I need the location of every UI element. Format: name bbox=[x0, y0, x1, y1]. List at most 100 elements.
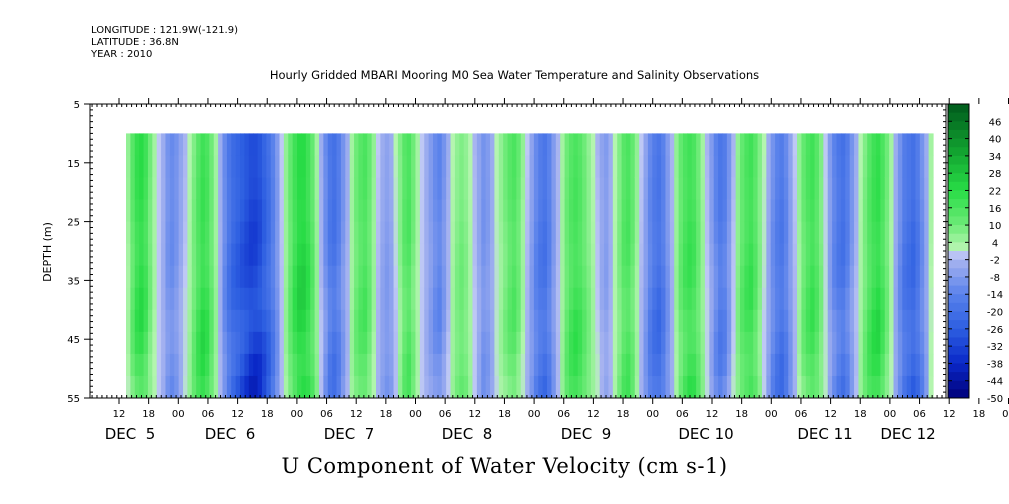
heat-cell bbox=[547, 375, 553, 398]
heat-cell bbox=[928, 199, 934, 223]
heat-cell bbox=[143, 353, 149, 377]
heat-cell bbox=[332, 331, 338, 355]
heat-cell bbox=[174, 221, 180, 245]
heat-cell bbox=[643, 265, 649, 289]
heat-cell bbox=[783, 287, 789, 311]
heat-cell bbox=[555, 155, 561, 179]
heat-cell bbox=[564, 177, 570, 201]
heat-cell bbox=[178, 331, 184, 355]
heat-cell bbox=[665, 243, 671, 267]
heat-cell bbox=[257, 155, 263, 179]
heat-cell bbox=[411, 133, 417, 157]
heat-cell bbox=[349, 375, 355, 398]
heat-cell bbox=[327, 353, 333, 377]
heat-cell bbox=[248, 309, 254, 333]
x-day-label: DEC 7 bbox=[324, 425, 375, 443]
heat-cell bbox=[498, 155, 504, 179]
heat-cell bbox=[380, 243, 386, 267]
colorbar-swatch bbox=[948, 121, 969, 131]
heat-cell bbox=[625, 177, 631, 201]
heat-cell bbox=[503, 331, 509, 355]
heat-cell bbox=[367, 309, 373, 333]
heat-cell bbox=[235, 243, 241, 267]
heat-cell bbox=[691, 331, 697, 355]
heat-cell bbox=[200, 309, 206, 333]
heat-cell bbox=[323, 331, 329, 355]
heat-cell bbox=[525, 199, 531, 223]
heat-cell bbox=[647, 287, 653, 311]
heat-cell bbox=[871, 133, 877, 157]
heat-cell bbox=[704, 265, 710, 289]
heat-cell bbox=[608, 133, 614, 157]
heat-cell bbox=[218, 353, 224, 377]
heat-cell bbox=[323, 265, 329, 289]
heat-cell bbox=[740, 375, 746, 398]
heat-cell bbox=[384, 199, 390, 223]
heat-cell bbox=[573, 375, 579, 398]
heat-cell bbox=[520, 353, 526, 377]
heat-cell bbox=[582, 221, 588, 245]
heat-cell bbox=[893, 353, 899, 377]
heat-cell bbox=[669, 133, 675, 157]
heat-cell bbox=[476, 265, 482, 289]
heat-cell bbox=[840, 243, 846, 267]
heat-cell bbox=[490, 309, 496, 333]
heat-cell bbox=[687, 309, 693, 333]
heat-cell bbox=[810, 353, 816, 377]
heat-cell bbox=[494, 243, 500, 267]
heat-cell bbox=[871, 221, 877, 245]
heat-cell bbox=[696, 287, 702, 311]
heat-cell bbox=[849, 221, 855, 245]
heat-cell bbox=[143, 265, 149, 289]
heat-cell bbox=[433, 309, 438, 333]
heat-cell bbox=[564, 309, 570, 333]
heat-cell bbox=[779, 287, 785, 311]
heat-cell bbox=[704, 177, 710, 201]
heat-cell bbox=[305, 155, 311, 179]
heat-cell bbox=[402, 243, 408, 267]
heat-cell bbox=[292, 155, 298, 179]
heat-cell bbox=[590, 331, 596, 355]
heat-cell bbox=[533, 133, 539, 157]
heat-cell bbox=[801, 309, 807, 333]
heat-cell bbox=[503, 243, 509, 267]
heat-cell bbox=[520, 221, 526, 245]
heat-cell bbox=[805, 155, 811, 179]
heat-cell bbox=[183, 221, 189, 245]
heat-cell bbox=[797, 331, 803, 355]
heat-cell bbox=[810, 331, 816, 355]
colorbar-swatch bbox=[948, 259, 969, 269]
heat-cell bbox=[691, 309, 697, 333]
heat-cell bbox=[858, 133, 864, 157]
heat-cell bbox=[178, 353, 184, 377]
heat-cell bbox=[652, 177, 658, 201]
heat-cell bbox=[209, 287, 215, 311]
heat-cell bbox=[735, 243, 741, 267]
heat-cell bbox=[516, 243, 522, 267]
heat-cell bbox=[336, 265, 342, 289]
heat-cell bbox=[722, 287, 728, 311]
x-day-label: DEC 11 bbox=[797, 425, 852, 443]
heat-cell bbox=[604, 375, 610, 398]
heat-cell bbox=[818, 265, 824, 289]
heat-cell bbox=[661, 331, 667, 355]
heat-cell bbox=[875, 177, 881, 201]
heat-cell bbox=[652, 199, 658, 223]
heat-cell bbox=[472, 221, 478, 245]
heat-cell bbox=[533, 375, 539, 398]
heat-cell bbox=[625, 265, 631, 289]
heat-cell bbox=[165, 375, 171, 398]
heat-cell bbox=[744, 199, 750, 223]
heat-cell bbox=[906, 265, 912, 289]
heat-cell bbox=[577, 243, 583, 267]
heat-cell bbox=[617, 133, 623, 157]
heat-cell bbox=[551, 375, 557, 398]
heat-cell bbox=[902, 375, 908, 398]
heat-cell bbox=[590, 199, 596, 223]
heat-cell bbox=[218, 199, 224, 223]
heat-cell bbox=[538, 309, 544, 333]
heat-cell bbox=[191, 331, 197, 355]
heat-cell bbox=[384, 287, 390, 311]
heat-cell bbox=[516, 353, 522, 377]
heat-cell bbox=[485, 265, 491, 289]
